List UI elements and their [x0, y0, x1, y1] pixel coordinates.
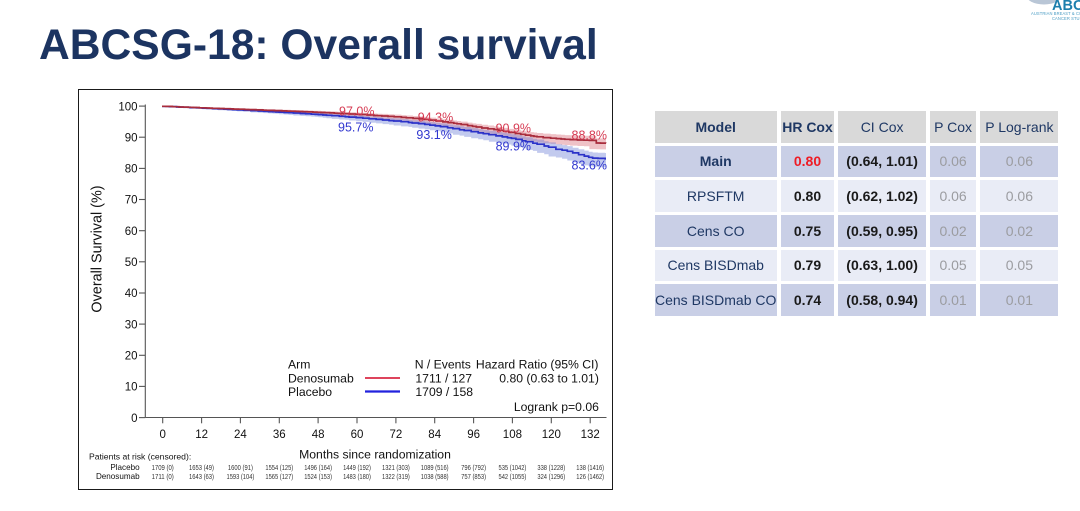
- svg-text:126 (1462): 126 (1462): [576, 472, 604, 481]
- svg-text:1524 (153): 1524 (153): [304, 472, 332, 481]
- svg-text:Patients at risk (censored):: Patients at risk (censored):: [89, 451, 191, 461]
- svg-text:CANCER STUDY GROUP: CANCER STUDY GROUP: [1052, 16, 1080, 21]
- svg-text:94.3%: 94.3%: [418, 110, 453, 124]
- svg-text:100: 100: [118, 101, 137, 113]
- svg-text:Placebo: Placebo: [110, 463, 140, 472]
- svg-text:1483 (180): 1483 (180): [343, 472, 371, 481]
- svg-text:138 (1416): 138 (1416): [576, 463, 604, 472]
- svg-text:1709 / 158: 1709 / 158: [415, 385, 473, 399]
- svg-text:Logrank p=0.06: Logrank p=0.06: [514, 400, 599, 414]
- svg-text:95.7%: 95.7%: [338, 121, 373, 135]
- svg-text:96: 96: [467, 429, 480, 441]
- svg-text:Overall Survival (%): Overall Survival (%): [90, 185, 106, 312]
- svg-text:48: 48: [312, 429, 325, 441]
- svg-text:1322 (319): 1322 (319): [382, 472, 410, 481]
- svg-text:108: 108: [503, 429, 522, 441]
- svg-text:Denosumab: Denosumab: [96, 472, 140, 481]
- svg-text:0: 0: [159, 429, 165, 441]
- svg-text:40: 40: [125, 288, 138, 300]
- svg-text:1709 (0): 1709 (0): [152, 463, 174, 472]
- svg-text:12: 12: [195, 429, 208, 441]
- svg-text:796 (792): 796 (792): [461, 463, 486, 472]
- svg-text:93.1%: 93.1%: [416, 128, 451, 142]
- svg-text:Denosumab: Denosumab: [288, 371, 354, 385]
- svg-text:30: 30: [125, 319, 138, 331]
- svg-text:Months since randomization: Months since randomization: [299, 447, 451, 461]
- svg-text:70: 70: [125, 195, 138, 207]
- svg-text:1496 (164): 1496 (164): [304, 463, 332, 472]
- svg-text:84: 84: [428, 429, 441, 441]
- svg-text:88.8%: 88.8%: [572, 128, 607, 142]
- svg-text:20: 20: [125, 351, 138, 363]
- svg-text:N / Events: N / Events: [415, 358, 471, 372]
- svg-text:120: 120: [542, 429, 561, 441]
- svg-text:50: 50: [125, 257, 138, 269]
- svg-text:338 (1228): 338 (1228): [537, 463, 565, 472]
- svg-text:1449 (192): 1449 (192): [343, 463, 371, 472]
- svg-text:1643 (63): 1643 (63): [189, 472, 214, 481]
- svg-text:97.0%: 97.0%: [339, 105, 374, 119]
- svg-text:60: 60: [125, 226, 138, 238]
- svg-text:757 (853): 757 (853): [461, 472, 486, 481]
- svg-text:AUSTRIAN BREAST & COLORECTAL: AUSTRIAN BREAST & COLORECTAL: [1031, 11, 1080, 16]
- svg-text:1038 (588): 1038 (588): [421, 472, 449, 481]
- svg-text:542 (1055): 542 (1055): [499, 472, 527, 481]
- svg-text:0: 0: [131, 413, 137, 425]
- svg-text:535 (1042): 535 (1042): [499, 463, 527, 472]
- svg-text:0.80 (0.63 to 1.01): 0.80 (0.63 to 1.01): [499, 371, 599, 385]
- svg-text:132: 132: [581, 429, 600, 441]
- svg-text:60: 60: [351, 429, 364, 441]
- svg-text:1089 (516): 1089 (516): [421, 463, 449, 472]
- svg-text:1653 (49): 1653 (49): [189, 463, 214, 472]
- svg-text:1600 (91): 1600 (91): [228, 463, 253, 472]
- svg-text:ABC: ABC: [1052, 0, 1080, 14]
- svg-text:1593 (104): 1593 (104): [227, 472, 255, 481]
- svg-text:72: 72: [390, 429, 403, 441]
- svg-text:1321 (303): 1321 (303): [382, 463, 410, 472]
- svg-text:90: 90: [125, 132, 138, 144]
- svg-text:324 (1296): 324 (1296): [537, 472, 565, 481]
- svg-text:1711 (0): 1711 (0): [152, 472, 174, 481]
- svg-text:Arm: Arm: [288, 358, 310, 372]
- svg-text:24: 24: [234, 429, 247, 441]
- svg-text:83.6%: 83.6%: [572, 158, 607, 172]
- svg-text:89.9%: 89.9%: [496, 139, 531, 153]
- svg-text:1565 (127): 1565 (127): [265, 472, 293, 481]
- svg-text:10: 10: [125, 382, 138, 394]
- svg-text:Placebo: Placebo: [288, 385, 332, 399]
- svg-text:36: 36: [273, 429, 286, 441]
- svg-text:1554 (125): 1554 (125): [265, 463, 293, 472]
- svg-text:Hazard Ratio (95% CI): Hazard Ratio (95% CI): [476, 358, 599, 372]
- svg-text:90.9%: 90.9%: [496, 121, 531, 135]
- svg-text:1711 / 127: 1711 / 127: [415, 371, 472, 385]
- svg-text:80: 80: [125, 164, 138, 176]
